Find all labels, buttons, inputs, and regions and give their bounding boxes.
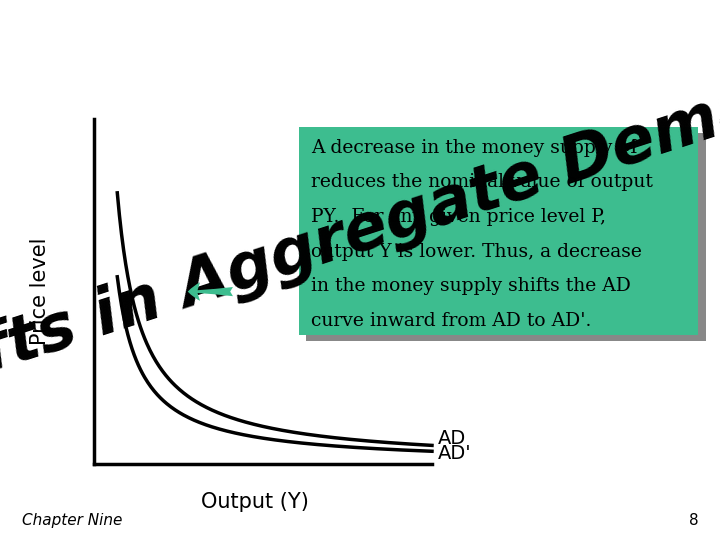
Text: Output (Y): Output (Y): [201, 492, 309, 512]
Text: Price level: Price level: [30, 238, 50, 346]
Text: reduces the nominal value of output: reduces the nominal value of output: [311, 173, 652, 191]
Text: 8: 8: [689, 513, 698, 528]
Text: AD: AD: [438, 429, 466, 448]
Text: curve inward from AD to AD'.: curve inward from AD to AD'.: [311, 312, 591, 330]
Text: PY.  For any given price level P,: PY. For any given price level P,: [311, 208, 606, 226]
Text: Chapter Nine: Chapter Nine: [22, 513, 122, 528]
Text: output Y is lower. Thus, a decrease: output Y is lower. Thus, a decrease: [311, 242, 642, 261]
Text: Shifts in Aggregate Demand: Shifts in Aggregate Demand: [0, 46, 720, 420]
Text: in the money supply shifts the AD: in the money supply shifts the AD: [311, 277, 631, 295]
Text: A decrease in the money supply M: A decrease in the money supply M: [311, 139, 637, 157]
Text: AD': AD': [438, 444, 472, 463]
